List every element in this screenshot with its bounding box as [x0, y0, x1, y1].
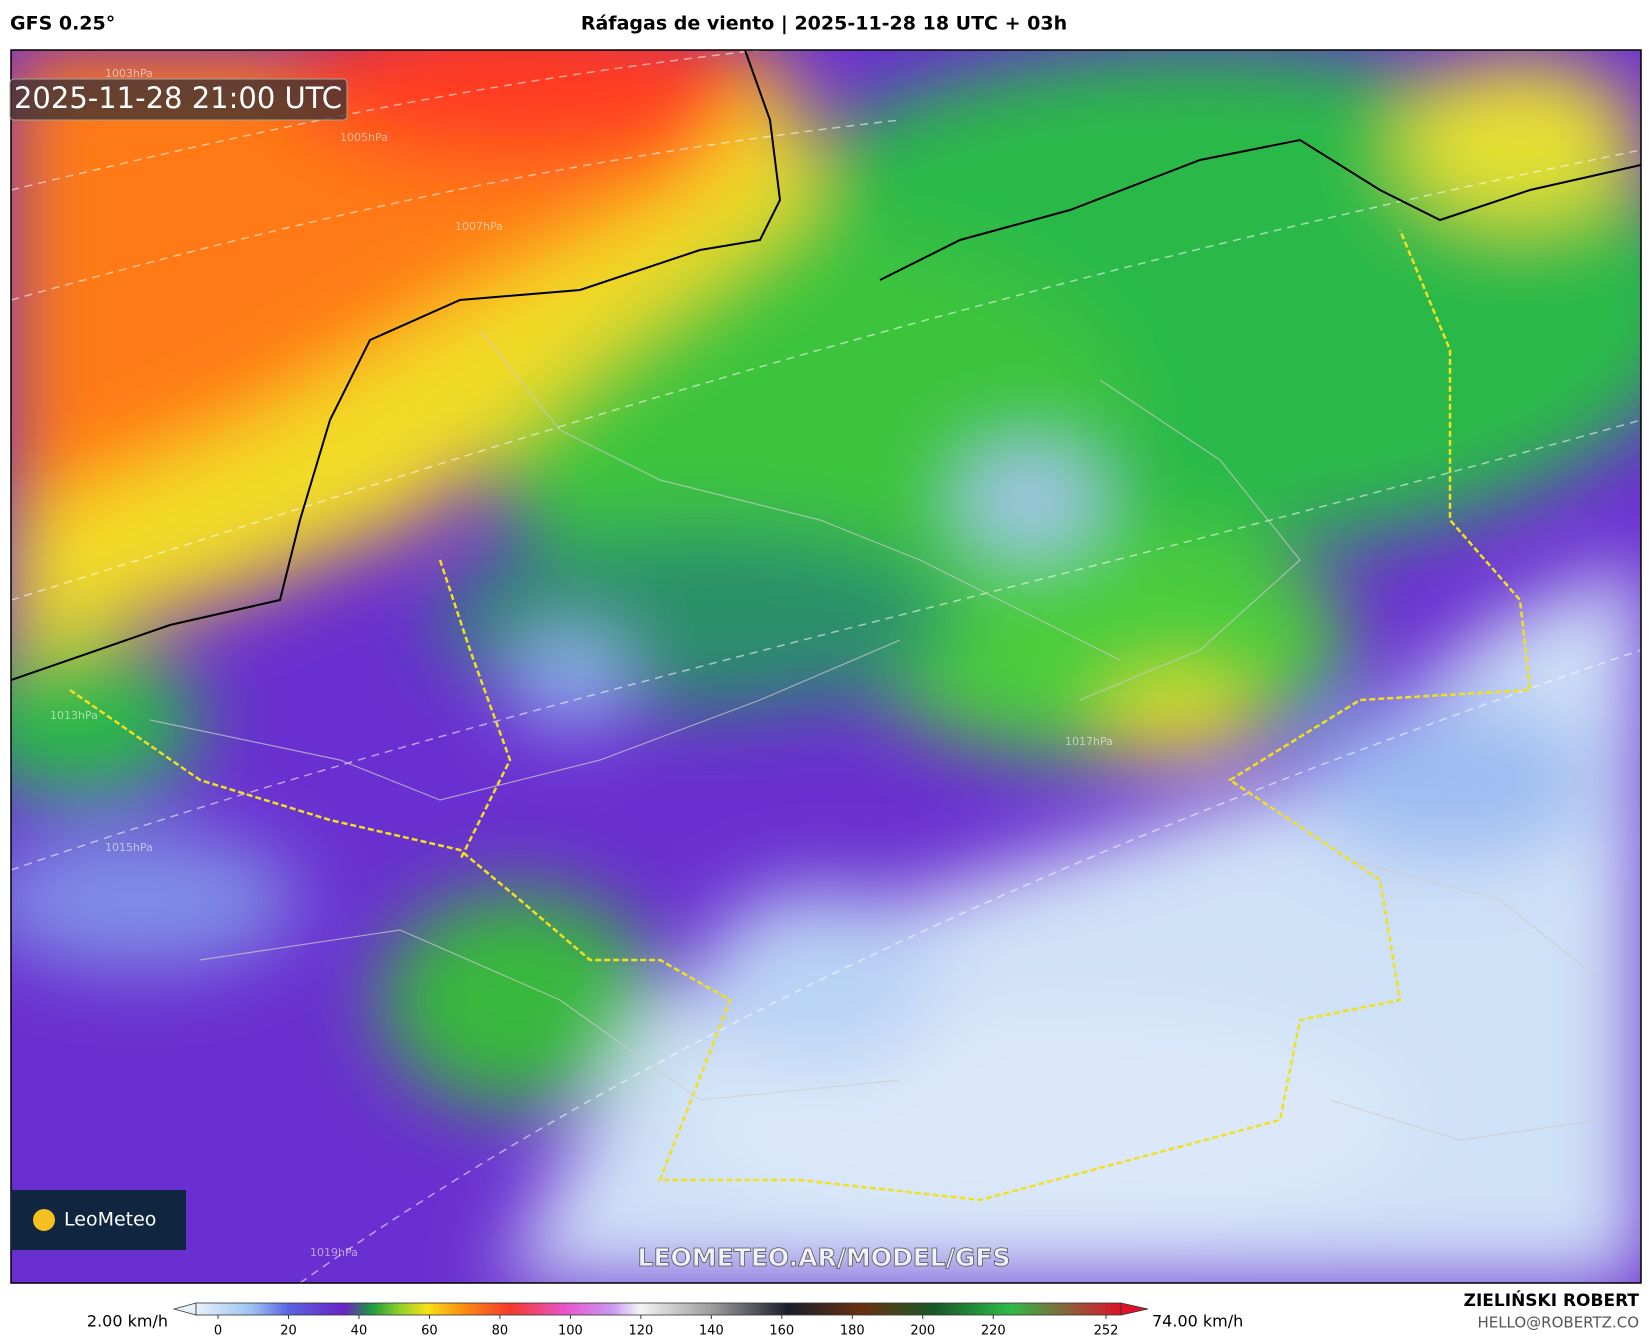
isobar-label: 1019hPa: [310, 1246, 358, 1259]
email: HELLO@ROBERTZ.CO: [1477, 1314, 1639, 1332]
model-label: GFS 0.25°: [10, 13, 115, 35]
logo-sun: [33, 1209, 55, 1231]
map: 1003hPa 1005hPa 1007hPa 1013hPa 1015hPa …: [11, 50, 1641, 1283]
colorbar-tick-label: 20: [280, 1324, 297, 1339]
colorbar-tick-label: 180: [840, 1324, 865, 1339]
colorbar: [172, 1302, 1149, 1316]
watermark: LEOMETEO.AR/MODEL/GFS: [638, 1243, 1011, 1272]
colorbar-tick-label: 0: [214, 1324, 222, 1339]
colorbar-tick-label: 100: [558, 1324, 583, 1339]
author: ZIELIŃSKI ROBERT: [1464, 1289, 1640, 1311]
colorbar-tick-label: 120: [628, 1324, 653, 1339]
colorbar-tick-label: 40: [351, 1324, 368, 1339]
isobar-label: 1003hPa: [105, 67, 153, 80]
timestamp: 2025-11-28 21:00 UTC: [14, 81, 342, 115]
colorbar-tick-label: 60: [421, 1324, 438, 1339]
colorbar-tick-label: 200: [910, 1324, 935, 1339]
isobar-label: 1005hPa: [340, 131, 388, 144]
isobar-label: 1017hPa: [1065, 735, 1113, 748]
colorbar-tick-label: 140: [699, 1324, 724, 1339]
colorbar-max-label: 74.00 km/h: [1152, 1312, 1243, 1331]
isobar-label: 1013hPa: [50, 709, 98, 722]
colorbar-tick-label: 220: [981, 1324, 1006, 1339]
timestamp-box: [9, 78, 348, 121]
logo: LeoMeteo: [64, 1209, 156, 1231]
colorbar-tick-label: 160: [769, 1324, 794, 1339]
isobar-label: 1007hPa: [455, 220, 503, 233]
colorbar-tick-label: 252: [1094, 1324, 1119, 1339]
isobar-label: 1015hPa: [105, 841, 153, 854]
colorbar-tick-label: 80: [492, 1324, 509, 1339]
colorbar-min-label: 2.00 km/h: [87, 1312, 168, 1331]
title: Ráfagas de viento | 2025-11-28 18 UTC + …: [581, 13, 1067, 35]
